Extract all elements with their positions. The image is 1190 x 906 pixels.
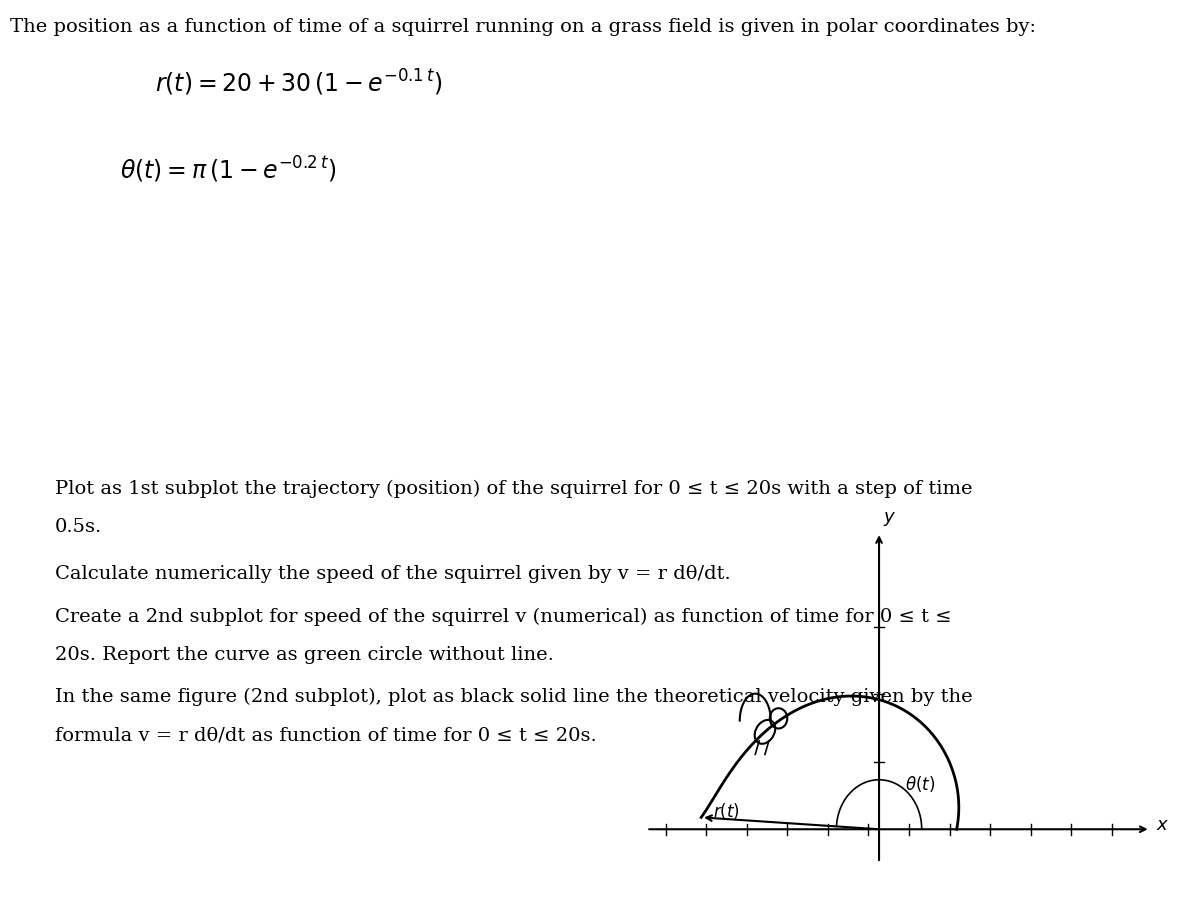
Text: $r(t)$: $r(t)$ [713,801,740,821]
Text: Create a 2nd subplot for speed of the squirrel v (numerical) as function of time: Create a 2nd subplot for speed of the sq… [55,608,952,626]
Text: formula v = r dθ/dt as function of time for 0 ≤ t ≤ 20s.: formula v = r dθ/dt as function of time … [55,726,596,744]
Text: $r(t) = 20 + 30\,(1 - e^{-0.1\,t})$: $r(t) = 20 + 30\,(1 - e^{-0.1\,t})$ [155,68,443,98]
Text: $\theta(t)$: $\theta(t)$ [904,775,935,795]
Text: In the same figure (2nd subplot), plot as black solid line the theoretical veloc: In the same figure (2nd subplot), plot a… [55,688,972,707]
Text: $y$: $y$ [883,510,896,527]
Text: $x$: $x$ [1157,815,1170,834]
Text: Calculate numerically the speed of the squirrel given by v = r dθ/dt.: Calculate numerically the speed of the s… [55,565,731,583]
Text: $\theta(t) = \pi\,(1 - e^{-0.2\,t})$: $\theta(t) = \pi\,(1 - e^{-0.2\,t})$ [120,155,337,185]
Text: The position as a function of time of a squirrel running on a grass field is giv: The position as a function of time of a … [10,18,1036,36]
Text: Plot as 1st subplot the trajectory (position) of the squirrel for 0 ≤ t ≤ 20s wi: Plot as 1st subplot the trajectory (posi… [55,480,972,498]
Text: 20s. Report the curve as green circle without line.: 20s. Report the curve as green circle wi… [55,646,553,664]
Text: 0.5s.: 0.5s. [55,518,102,536]
